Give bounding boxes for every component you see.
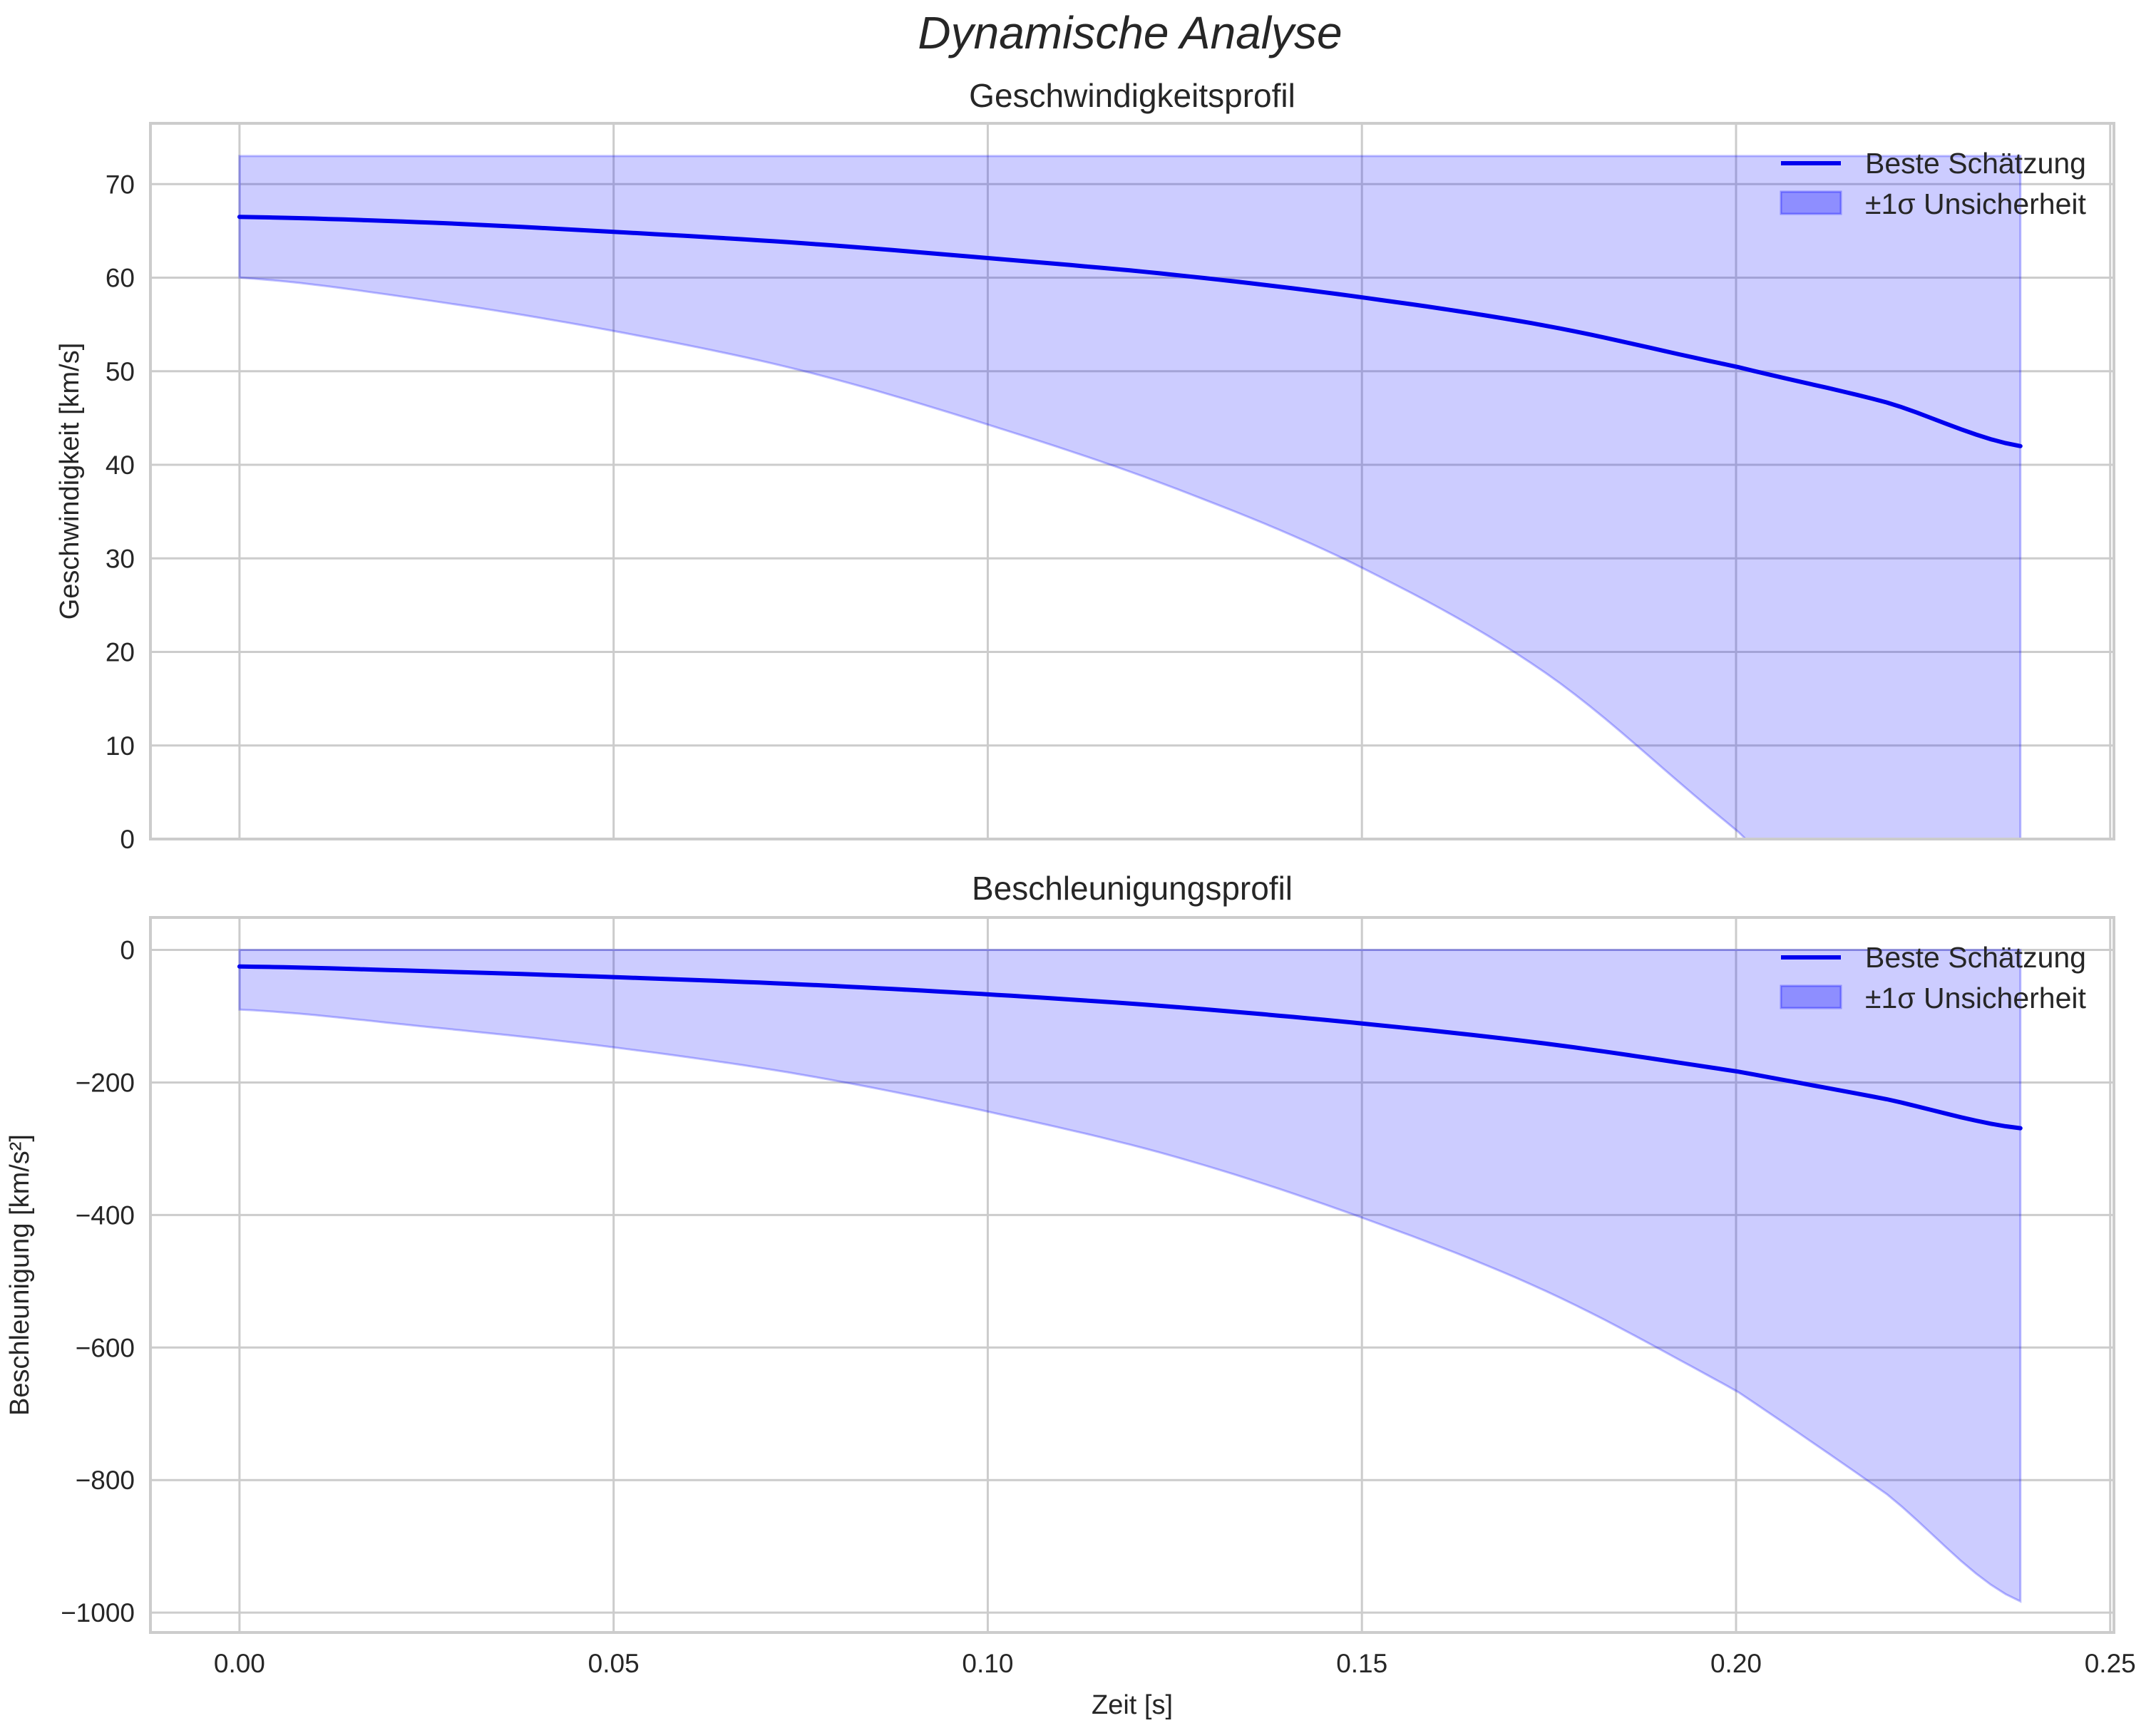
acceleration-y-ticks: 0 −200 −400 −600 −800 −1000 [61, 936, 135, 1628]
velocity-legend: Beste Schätzung ±1σ Unsicherheit [1780, 147, 2086, 220]
y-tick-label: 70 [106, 170, 135, 199]
legend-label-best-estimate: Beste Schätzung [1865, 147, 2086, 180]
x-tick-label: 0.00 [214, 1649, 265, 1678]
best-estimate-line [237, 964, 2023, 1131]
y-tick-label: −1000 [61, 1598, 135, 1627]
acceleration-subplot: Beschleunigungsprofil 0 −200 −400 −600 −800 −… [5, 870, 2136, 1720]
acceleration-y-axis-label: Beschleunigung [km/s²] [5, 1134, 35, 1416]
uncertainty-band [238, 949, 2022, 1603]
legend-band-swatch [1780, 984, 1842, 1009]
velocity-subplot: Geschwindigkeitsprofil 0 10 20 30 40 50 60 70 G… [55, 77, 2115, 854]
acceleration-grid [150, 917, 2114, 1632]
velocity-subplot-title: Geschwindigkeitsprofil [969, 77, 1295, 114]
y-tick-label: −600 [76, 1333, 135, 1362]
y-tick-label: 0 [120, 825, 135, 854]
x-tick-label: 0.25 [2085, 1649, 2136, 1678]
acceleration-x-ticks: 0.00 0.05 0.10 0.15 0.20 0.25 [214, 1649, 2136, 1678]
y-tick-label: 20 [106, 638, 135, 667]
y-tick-label: 50 [106, 357, 135, 386]
figure-title: Dynamische Analyse [918, 7, 1342, 58]
acceleration-axes-frame [149, 916, 2115, 1634]
velocity-y-axis-label: Geschwindigkeit [km/s] [55, 343, 85, 620]
velocity-axes-frame [149, 122, 2115, 840]
best-estimate-line [237, 215, 2023, 448]
velocity-y-ticks: 0 10 20 30 40 50 60 70 [106, 170, 135, 854]
y-tick-label: 10 [106, 731, 135, 761]
legend-label-uncertainty: ±1σ Unsicherheit [1865, 982, 2086, 1014]
x-tick-label: 0.20 [1710, 1649, 1762, 1678]
velocity-plot-area [237, 155, 2023, 839]
y-tick-label: 0 [120, 936, 135, 965]
acceleration-subplot-title: Beschleunigungsprofil [972, 870, 1293, 907]
uncertainty-band [238, 155, 2022, 839]
legend-label-best-estimate: Beste Schätzung [1865, 941, 2086, 974]
x-axis-label: Zeit [s] [1092, 1690, 1173, 1720]
y-tick-label: −400 [76, 1200, 135, 1230]
y-tick-label: 40 [106, 451, 135, 480]
x-tick-label: 0.10 [962, 1649, 1013, 1678]
legend-band-swatch [1780, 190, 1842, 215]
y-tick-label: −800 [76, 1466, 135, 1495]
acceleration-legend: Beste Schätzung ±1σ Unsicherheit [1780, 941, 2086, 1014]
x-tick-label: 0.05 [588, 1649, 640, 1678]
legend-label-uncertainty: ±1σ Unsicherheit [1865, 187, 2086, 220]
acceleration-plot-area [237, 949, 2023, 1603]
y-tick-label: −200 [76, 1068, 135, 1097]
y-tick-label: 60 [106, 264, 135, 293]
y-tick-label: 30 [106, 544, 135, 573]
x-tick-label: 0.15 [1336, 1649, 1387, 1678]
